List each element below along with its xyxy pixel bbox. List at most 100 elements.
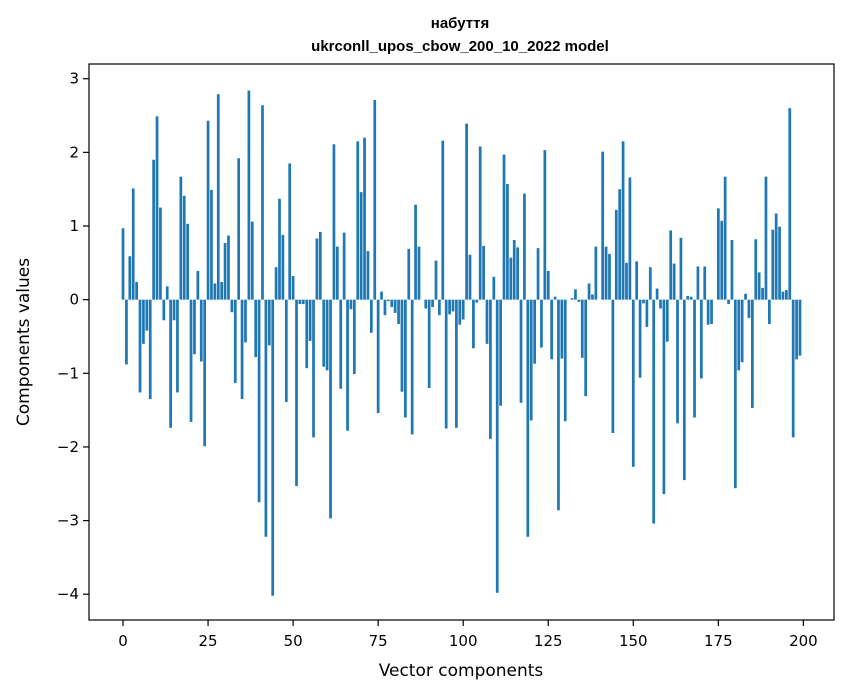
bar	[400, 299, 404, 392]
bar	[665, 299, 669, 342]
bar	[553, 296, 557, 300]
bar	[516, 247, 519, 300]
bar	[444, 299, 448, 429]
bar	[703, 266, 707, 300]
bar	[376, 299, 380, 414]
bar	[427, 299, 431, 389]
bar	[216, 94, 220, 300]
y-axis-label: Components values	[14, 258, 34, 426]
bar	[455, 299, 458, 428]
bar	[478, 146, 482, 300]
bar	[458, 299, 462, 325]
bar	[604, 246, 608, 300]
bar	[621, 141, 625, 300]
bar	[369, 299, 373, 333]
bar	[472, 299, 475, 349]
bar	[366, 251, 370, 300]
bar	[492, 276, 496, 300]
y-tick-label: −1	[57, 364, 79, 382]
bar	[706, 299, 710, 325]
y-axis-ticks: −4 −3 −2 −1 0 1 2 3	[57, 70, 89, 603]
bar	[176, 299, 179, 393]
x-tick-label: 25	[199, 632, 218, 650]
bar	[397, 299, 400, 324]
bar	[267, 299, 271, 346]
bar	[652, 299, 656, 524]
bar	[757, 272, 761, 300]
bar	[417, 246, 421, 300]
x-tick-label: 200	[789, 632, 818, 650]
bars-group	[121, 90, 802, 596]
bar	[523, 193, 526, 300]
bar	[152, 159, 155, 300]
bar	[638, 299, 642, 378]
bar	[608, 254, 611, 300]
bar	[536, 248, 540, 300]
bar	[764, 176, 768, 300]
bar	[669, 230, 673, 300]
bar	[451, 299, 455, 312]
bar	[468, 254, 472, 300]
bar	[250, 221, 254, 300]
bar	[441, 140, 445, 300]
bar	[591, 294, 594, 300]
bar	[356, 141, 360, 300]
bar	[346, 299, 349, 431]
bar	[710, 299, 713, 324]
bar	[220, 281, 224, 300]
bar	[526, 299, 530, 537]
bar	[540, 299, 543, 348]
bar	[352, 299, 356, 375]
bar	[186, 223, 190, 300]
bar	[363, 137, 366, 300]
bar	[699, 299, 703, 379]
bar	[210, 189, 213, 300]
bar	[315, 238, 319, 300]
y-tick-label: −4	[57, 585, 79, 603]
bar	[203, 299, 207, 447]
bar	[495, 299, 499, 593]
bar	[380, 291, 383, 300]
bar	[213, 283, 217, 300]
bar	[519, 299, 523, 403]
bar	[237, 158, 241, 300]
bar	[744, 293, 747, 300]
bar	[335, 246, 339, 300]
bar	[227, 235, 230, 300]
bar	[438, 299, 441, 316]
bar	[271, 299, 275, 596]
x-tick-label: 75	[369, 632, 388, 650]
bar	[781, 291, 785, 300]
bar	[414, 204, 417, 300]
bar	[189, 299, 193, 422]
bar	[557, 299, 560, 511]
y-tick-label: 0	[69, 291, 79, 309]
x-axis-ticks: 0 25 50 75 100 125 150 175 200	[118, 620, 818, 650]
bar	[244, 299, 247, 343]
bar	[254, 299, 258, 358]
bar	[659, 299, 662, 309]
bar	[754, 239, 758, 300]
bar	[332, 144, 336, 300]
bar	[512, 240, 516, 300]
bar	[410, 299, 414, 435]
bar	[172, 299, 176, 321]
bar	[278, 198, 281, 300]
x-axis-label: Vector components	[379, 661, 544, 681]
bar	[716, 208, 720, 300]
bar	[693, 299, 696, 418]
bar	[679, 237, 683, 300]
bar	[155, 116, 159, 300]
bar	[642, 299, 645, 304]
bar	[489, 299, 492, 439]
bar	[635, 261, 639, 300]
bar	[560, 299, 564, 359]
x-tick-label: 150	[619, 632, 648, 650]
bar	[618, 189, 622, 300]
bar	[546, 270, 550, 300]
bar	[434, 260, 438, 300]
bar	[135, 281, 138, 300]
bar	[281, 234, 285, 300]
bar	[672, 263, 676, 300]
